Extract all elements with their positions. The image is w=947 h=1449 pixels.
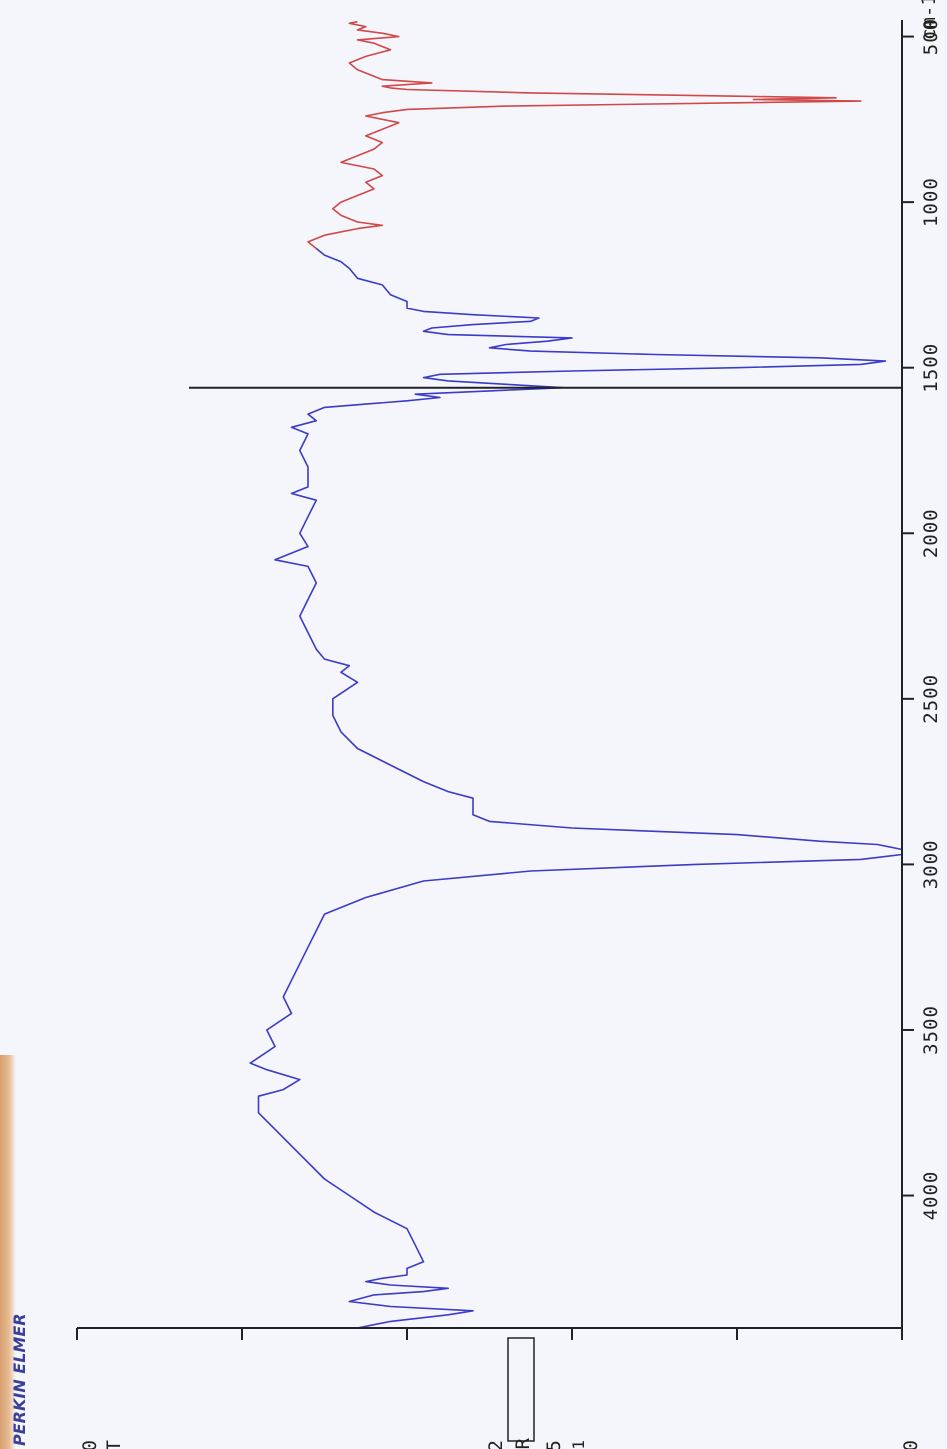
spectrum-trace-red xyxy=(307,20,862,250)
x-tick-label: 3500 xyxy=(920,1005,942,1055)
spectrum-trace-blue xyxy=(249,247,903,1329)
y-top-label: 100.00 xyxy=(79,1440,101,1449)
x-tick-label: 3000 xyxy=(920,840,942,890)
chart-axes: 4000 3500 3000 2500 2000 1500 1000 500 xyxy=(76,18,942,1340)
x-axis-ticks: 4000 3500 3000 2500 2000 1500 1000 500 xyxy=(902,18,942,1221)
x-axis-label: cm-1 xyxy=(918,0,940,40)
x-tick-label: 2500 xyxy=(920,674,942,724)
brand-logo: PERKIN ELMER xyxy=(10,1313,29,1446)
x-tick-label: 2000 xyxy=(920,508,942,558)
readout-value: 41.02 xyxy=(485,1440,507,1449)
y-axis-label: %T xyxy=(103,1440,125,1449)
readout-cursor-unit: cm-1 xyxy=(569,1440,588,1449)
y-axis-ticks xyxy=(76,1328,903,1340)
plot-area xyxy=(249,20,903,1329)
readout-mode: VCURSOR xyxy=(512,1437,534,1449)
readout-cursor-position: 1560.5 xyxy=(543,1440,565,1449)
page-edge-shadow xyxy=(0,1055,16,1449)
y-bottom-label: 0.00 xyxy=(900,1440,922,1449)
x-tick-label: 500 xyxy=(920,18,942,55)
x-tick-label: 4000 xyxy=(920,1171,942,1221)
readout-mode-box xyxy=(507,1337,535,1442)
x-tick-label: 1000 xyxy=(920,177,942,227)
x-tick-label: 1500 xyxy=(920,343,942,393)
